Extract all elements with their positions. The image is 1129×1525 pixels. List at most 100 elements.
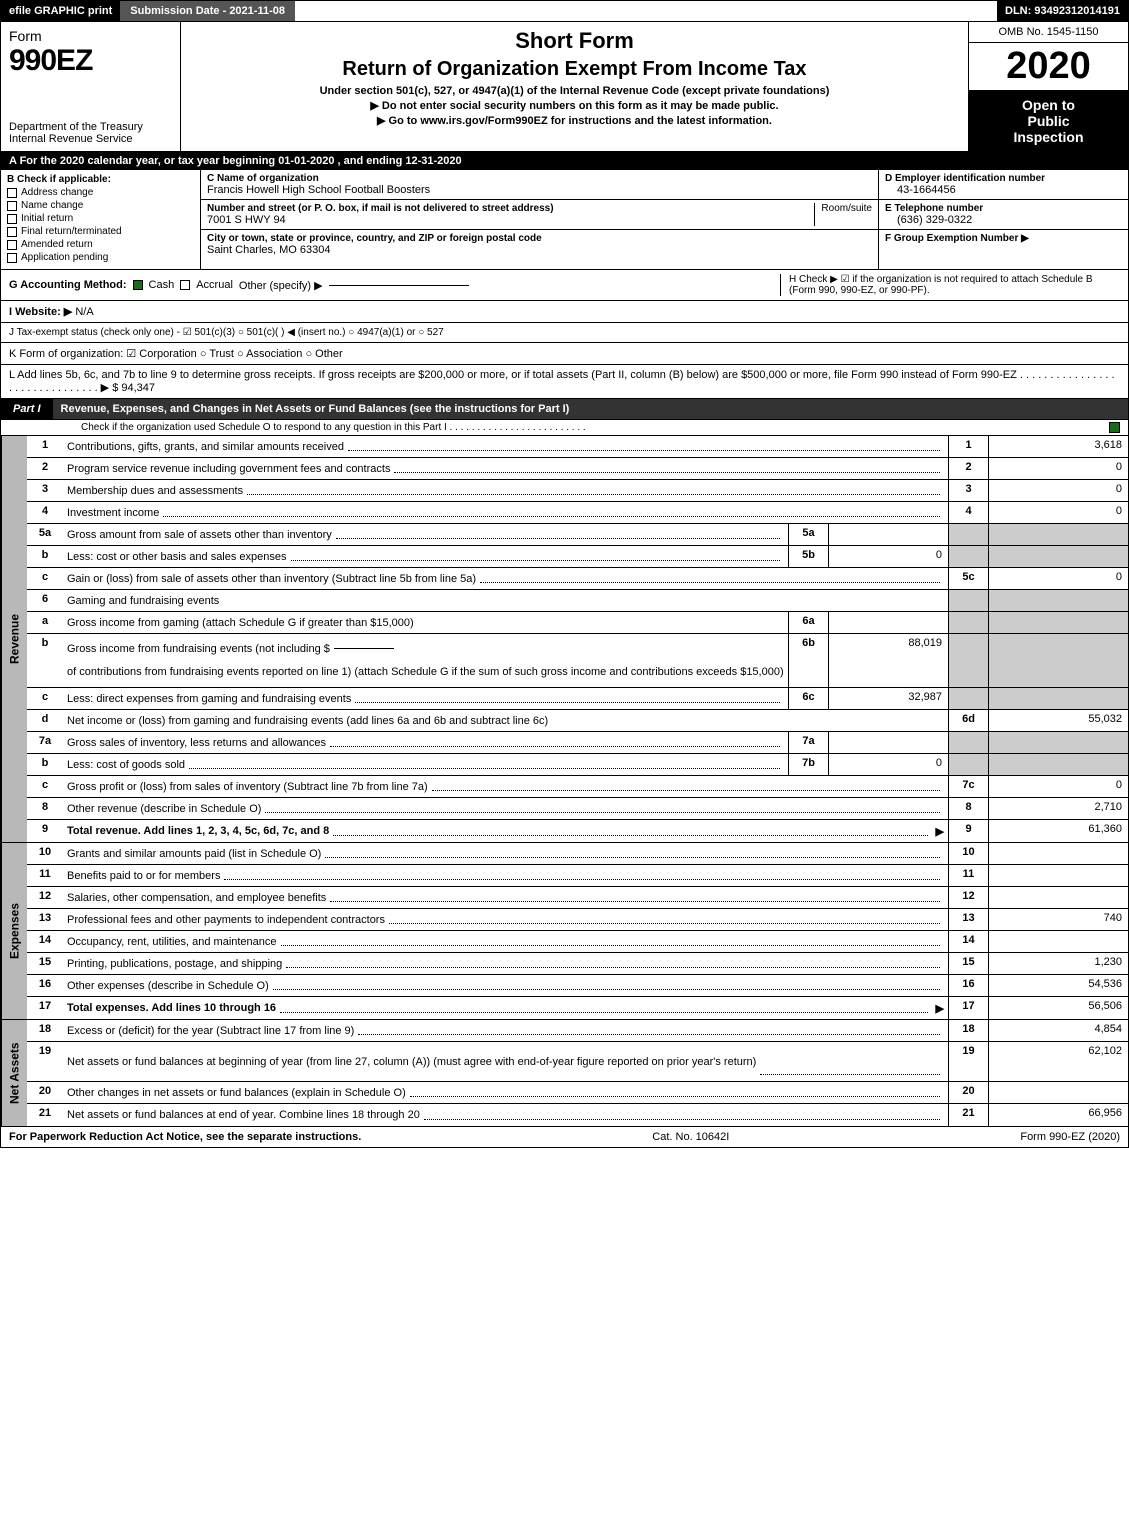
- line-num: 15: [27, 953, 63, 974]
- mid-value: 32,987: [828, 688, 948, 709]
- mid-code: 6a: [788, 612, 828, 633]
- line-desc: Other changes in net assets or fund bala…: [63, 1082, 948, 1103]
- form-header-center: Short Form Return of Organization Exempt…: [181, 22, 968, 151]
- expenses-side-label: Expenses: [1, 843, 27, 1019]
- line-code: 1: [948, 436, 988, 457]
- line-num: 18: [27, 1020, 63, 1041]
- chk-cash[interactable]: [133, 280, 143, 290]
- goto-line[interactable]: ▶ Go to www.irs.gov/Form990EZ for instru…: [191, 114, 958, 127]
- mid-code: 6c: [788, 688, 828, 709]
- dot-leader: [480, 582, 940, 583]
- g-other: Other (specify) ▶: [239, 279, 323, 292]
- line-20: 20 Other changes in net assets or fund b…: [27, 1082, 1128, 1104]
- org-name-row: C Name of organization Francis Howell Hi…: [201, 170, 878, 200]
- i-label: I Website: ▶: [9, 306, 72, 318]
- line-value: 740: [988, 909, 1128, 930]
- checkbox-icon[interactable]: [7, 253, 17, 263]
- line-num: 13: [27, 909, 63, 930]
- omb-number: OMB No. 1545-1150: [969, 22, 1128, 43]
- line-desc: Net income or (loss) from gaming and fun…: [63, 710, 948, 731]
- chk-address-change[interactable]: Address change: [7, 187, 194, 198]
- dot-leader: [291, 560, 780, 561]
- room-suite: Room/suite: [814, 203, 872, 226]
- chk-amended-return[interactable]: Amended return: [7, 239, 194, 250]
- expenses-section: Expenses 10 Grants and similar amounts p…: [0, 843, 1129, 1020]
- desc-text: Occupancy, rent, utilities, and maintena…: [67, 936, 277, 948]
- line-desc: Gross income from gaming (attach Schedul…: [63, 612, 788, 633]
- dot-leader: [432, 790, 940, 791]
- dot-leader: [424, 1119, 940, 1120]
- dot-leader: [358, 1034, 940, 1035]
- line-num: 14: [27, 931, 63, 952]
- checkbox-icon[interactable]: [7, 201, 17, 211]
- line-code: 15: [948, 953, 988, 974]
- mid-code: 5b: [788, 546, 828, 567]
- line-14: 14 Occupancy, rent, utilities, and maint…: [27, 931, 1128, 953]
- g-other-blank[interactable]: [329, 285, 469, 286]
- arrow-right-icon: ▶: [936, 825, 944, 838]
- city-value: Saint Charles, MO 63304: [207, 244, 542, 256]
- desc-text: Grants and similar amounts paid (list in…: [67, 848, 321, 860]
- line-value: [988, 887, 1128, 908]
- mid-code: 6b: [788, 634, 828, 687]
- chk-name-change[interactable]: Name change: [7, 200, 194, 211]
- line-21: 21 Net assets or fund balances at end of…: [27, 1104, 1128, 1126]
- line-desc: Other expenses (describe in Schedule O): [63, 975, 948, 996]
- line-desc: Gross sales of inventory, less returns a…: [63, 732, 788, 753]
- line-num: 11: [27, 865, 63, 886]
- chk-application-pending[interactable]: Application pending: [7, 252, 194, 263]
- line-8: 8 Other revenue (describe in Schedule O)…: [27, 798, 1128, 820]
- form-header-left: Form 990EZ Department of the Treasury In…: [1, 22, 181, 151]
- mid-value: 0: [828, 546, 948, 567]
- goto-text[interactable]: ▶ Go to www.irs.gov/Form990EZ for instru…: [377, 115, 772, 127]
- line-3: 3 Membership dues and assessments 3 0: [27, 480, 1128, 502]
- dot-leader: [760, 1074, 940, 1075]
- org-name-label: C Name of organization: [207, 173, 430, 184]
- footer-right: Form 990-EZ (2020): [1012, 1127, 1128, 1147]
- line-7a: 7a Gross sales of inventory, less return…: [27, 732, 1128, 754]
- line-value: [988, 931, 1128, 952]
- blank-amount[interactable]: [334, 648, 394, 649]
- line-desc: Gross profit or (loss) from sales of inv…: [63, 776, 948, 797]
- i-value: N/A: [75, 306, 93, 318]
- line-17: 17 Total expenses. Add lines 10 through …: [27, 997, 1128, 1019]
- line-6c: c Less: direct expenses from gaming and …: [27, 688, 1128, 710]
- line-value: 4,854: [988, 1020, 1128, 1041]
- efile-print[interactable]: efile GRAPHIC print: [1, 1, 120, 21]
- line-value: 0: [988, 502, 1128, 523]
- form-word: Form: [9, 28, 42, 44]
- line-code-shaded: [948, 546, 988, 567]
- line-code: 8: [948, 798, 988, 819]
- line-10: 10 Grants and similar amounts paid (list…: [27, 843, 1128, 865]
- checkbox-icon[interactable]: [7, 214, 17, 224]
- line-value: [988, 1082, 1128, 1103]
- line-code-shaded: [948, 612, 988, 633]
- chk-initial-return[interactable]: Initial return: [7, 213, 194, 224]
- line-value-shaded: [988, 546, 1128, 567]
- part1-schedule-o-check[interactable]: [1109, 422, 1120, 433]
- chk-final-return[interactable]: Final return/terminated: [7, 226, 194, 237]
- chk-accrual[interactable]: [180, 280, 190, 290]
- org-name-value: Francis Howell High School Football Boos…: [207, 184, 430, 196]
- checkbox-icon[interactable]: [7, 227, 17, 237]
- line-desc: Less: cost of goods sold: [63, 754, 788, 775]
- mid-value: [828, 732, 948, 753]
- desc-text: Gaming and fundraising events: [67, 595, 219, 607]
- desc-text: Gross amount from sale of assets other t…: [67, 529, 332, 541]
- g-label: G Accounting Method:: [9, 279, 127, 291]
- dept-line2: Internal Revenue Service: [9, 133, 172, 145]
- line-desc: Excess or (deficit) for the year (Subtra…: [63, 1020, 948, 1041]
- line-desc: Program service revenue including govern…: [63, 458, 948, 479]
- mid-value: [828, 612, 948, 633]
- line-value: 56,506: [988, 997, 1128, 1019]
- mid-code: 5a: [788, 524, 828, 545]
- group-exemption-cell: F Group Exemption Number ▶: [879, 230, 1128, 247]
- revenue-side-label: Revenue: [1, 436, 27, 842]
- line-code: 6d: [948, 710, 988, 731]
- dot-leader: [280, 1012, 927, 1013]
- row-h: H Check ▶ ☑ if the organization is not r…: [780, 274, 1120, 296]
- line-code: 13: [948, 909, 988, 930]
- checkbox-icon[interactable]: [7, 240, 17, 250]
- line-16: 16 Other expenses (describe in Schedule …: [27, 975, 1128, 997]
- checkbox-icon[interactable]: [7, 188, 17, 198]
